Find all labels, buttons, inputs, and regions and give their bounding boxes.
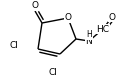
Text: Cl: Cl [10, 40, 18, 49]
Text: Cl: Cl [49, 68, 57, 77]
Text: O: O [64, 14, 72, 23]
Text: N: N [86, 37, 92, 46]
Text: H: H [86, 30, 92, 39]
Text: O: O [31, 1, 38, 10]
Text: O: O [109, 12, 116, 21]
Text: HC: HC [97, 24, 110, 34]
